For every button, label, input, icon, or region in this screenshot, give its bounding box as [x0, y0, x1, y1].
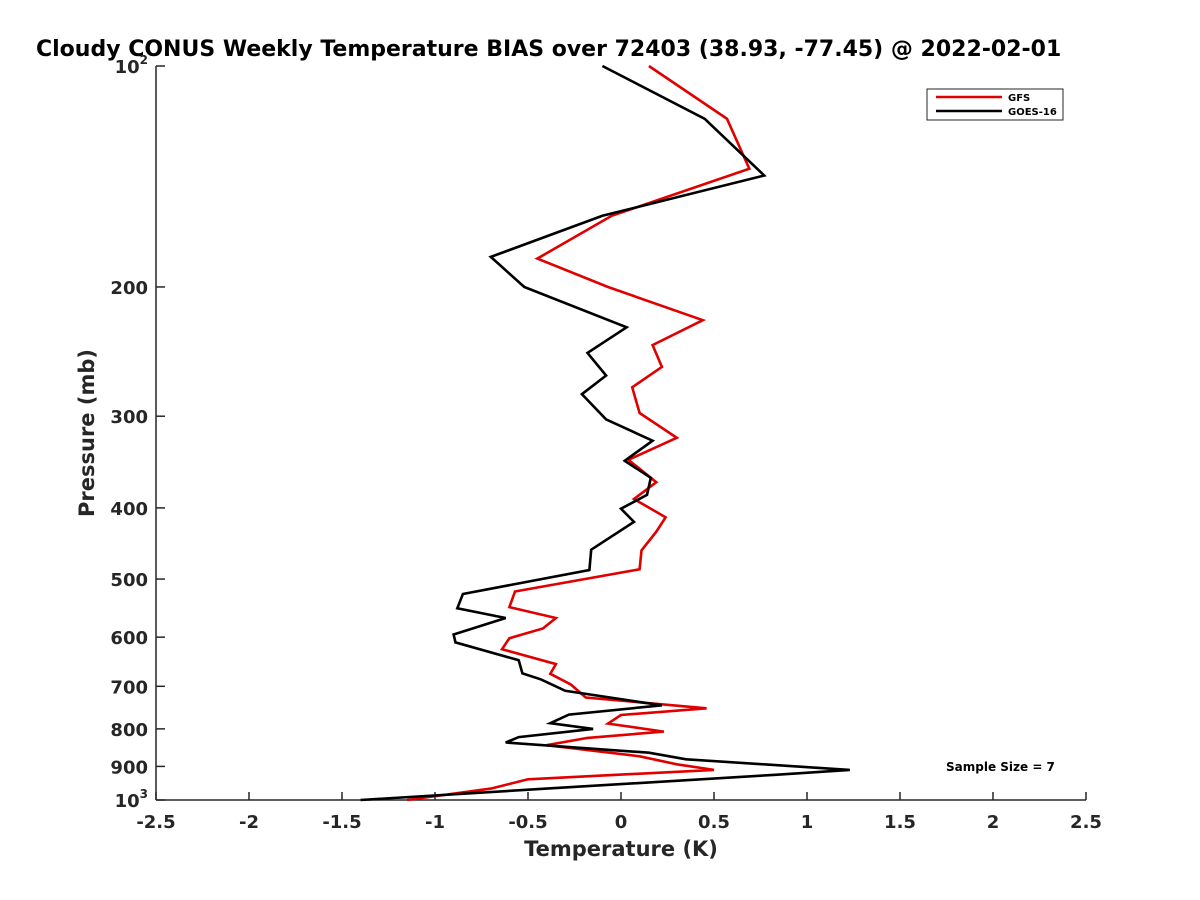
y-tick-label: 600	[110, 628, 148, 649]
y-tick-label: 300	[110, 407, 148, 428]
y-tick-exponent: 3	[140, 787, 148, 801]
y-tick-label: 700	[110, 677, 148, 698]
x-tick-label: -1	[425, 812, 445, 833]
y-tick-label: 800	[110, 720, 148, 741]
y-axis-label: Pressure (mb)	[75, 349, 99, 517]
legend-label: GFS	[1008, 93, 1030, 104]
y-tick-base: 10	[115, 791, 140, 812]
y-tick-label: 400	[110, 499, 148, 520]
legend-box	[926, 88, 1064, 121]
series-line-gfs	[406, 64, 752, 802]
y-tick-base: 10	[115, 57, 140, 78]
y-tick-label: 103	[115, 787, 148, 812]
x-tick-label: 2.5	[1070, 812, 1102, 833]
x-tick-label: 1	[801, 812, 814, 833]
x-tick-label: 1.5	[884, 812, 916, 833]
chart-title: Cloudy CONUS Weekly Temperature BIAS ove…	[36, 37, 1061, 62]
x-tick-label: -1.5	[322, 812, 361, 833]
x-tick-label: 0	[615, 812, 628, 833]
x-tick-label: -2	[239, 812, 259, 833]
sample-size-annotation: Sample Size = 7	[946, 760, 1055, 774]
x-tick-label: -0.5	[508, 812, 547, 833]
x-axis-label: Temperature (K)	[524, 837, 718, 861]
series-line-goes-16	[360, 64, 850, 802]
y-tick-label: 500	[110, 570, 148, 591]
legend: GFS GOES-16	[926, 88, 1064, 121]
y-tick-label: 900	[110, 757, 148, 778]
y-tick-label: 200	[110, 278, 148, 299]
plot-axes	[155, 66, 1086, 801]
series-lines	[360, 64, 850, 802]
legend-label: GOES-16	[1008, 107, 1057, 118]
x-ticks: -2.5 -2 -1.5 -1 -0.5 0 0.5 1 1.5 2 2.5	[136, 792, 1102, 833]
x-tick-label: 2	[987, 812, 1000, 833]
x-tick-label: 0.5	[698, 812, 730, 833]
y-tick-label: 102	[115, 53, 148, 78]
y-tick-exponent: 2	[140, 53, 148, 67]
x-tick-label: -2.5	[136, 812, 175, 833]
